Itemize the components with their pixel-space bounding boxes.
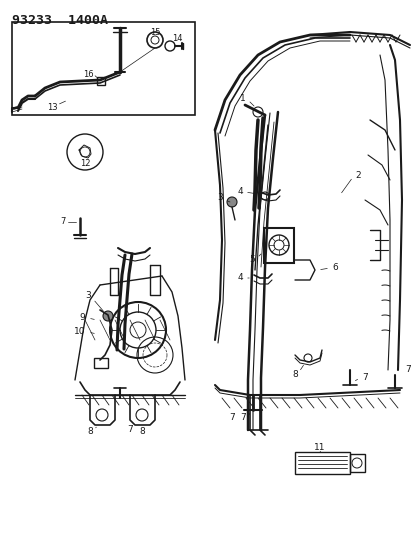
Text: 7: 7 [127, 425, 133, 434]
Text: 12: 12 [80, 158, 90, 167]
Circle shape [103, 311, 113, 321]
Text: 8: 8 [292, 370, 297, 379]
Text: 4: 4 [237, 188, 242, 197]
Text: 7: 7 [404, 366, 410, 375]
Text: 7: 7 [228, 414, 234, 423]
Bar [349, 454, 364, 472]
Text: 9: 9 [79, 313, 85, 322]
Text: 3: 3 [216, 193, 222, 203]
Text: 14: 14 [171, 34, 182, 43]
Bar [263, 228, 293, 263]
Text: 13: 13 [47, 102, 57, 111]
Text: 11: 11 [313, 443, 325, 453]
Text: 6: 6 [331, 263, 337, 272]
Circle shape [226, 197, 236, 207]
Text: 93233  1400A: 93233 1400A [12, 14, 108, 27]
Text: 7: 7 [60, 217, 66, 227]
Text: 4: 4 [237, 273, 242, 282]
Text: 1: 1 [240, 93, 245, 102]
Text: 16: 16 [83, 69, 93, 78]
Text: 8: 8 [139, 427, 145, 437]
Bar [294, 452, 349, 474]
Text: 10: 10 [74, 327, 85, 336]
Text: 2: 2 [354, 171, 360, 180]
Bar [12, 22, 195, 115]
Text: 8: 8 [87, 427, 93, 437]
Text: 7: 7 [361, 374, 367, 383]
Text: 5: 5 [249, 255, 254, 264]
Text: 3: 3 [85, 292, 91, 301]
Bar [94, 358, 108, 368]
Bar [97, 77, 105, 85]
Text: 15: 15 [150, 28, 160, 36]
Text: 7: 7 [240, 414, 245, 423]
